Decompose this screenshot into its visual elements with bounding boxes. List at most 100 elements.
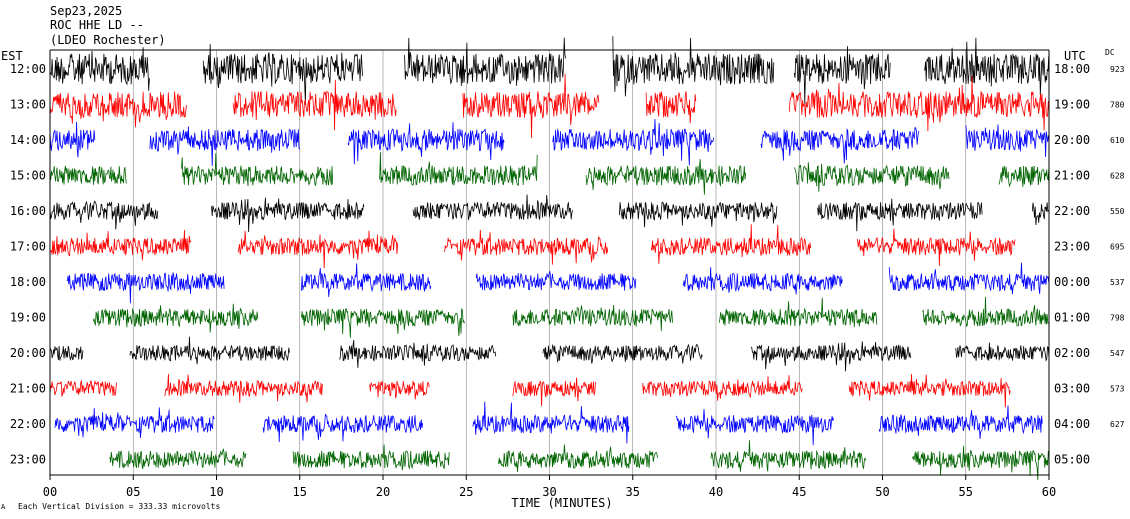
trace-row <box>49 224 1016 269</box>
trace-row <box>49 36 1050 105</box>
header-date: Sep23,2025 <box>50 4 123 18</box>
est-hour-label: 18:00 <box>10 275 46 289</box>
utc-hour-label: 20:00 <box>1054 133 1090 147</box>
trace-row <box>109 440 1050 480</box>
utc-hour-label: 02:00 <box>1054 346 1090 360</box>
footer-note: Each Vertical Division = 333.33 microvol… <box>18 502 221 511</box>
trace-segment <box>675 409 834 446</box>
trace-segment <box>922 296 1049 328</box>
trace-segment <box>710 440 867 472</box>
trace-segment <box>619 201 778 228</box>
trace-segment <box>49 121 96 158</box>
trace-segment <box>998 165 1050 188</box>
est-hour-label: 15:00 <box>10 169 46 183</box>
trace-segment <box>301 307 465 338</box>
trace-segment <box>202 44 364 105</box>
utc-hour-label: 03:00 <box>1054 382 1090 396</box>
trace-segment <box>149 126 301 167</box>
dc-value: 550 <box>1110 207 1125 216</box>
trace-segment <box>49 91 187 128</box>
trace-segment <box>369 380 430 400</box>
trace-row <box>49 373 1011 408</box>
trace-segment <box>848 373 1011 408</box>
trace-row <box>54 401 1043 446</box>
utc-hour-label: 19:00 <box>1054 98 1090 112</box>
trace-segment <box>237 230 399 269</box>
est-hour-label: 19:00 <box>10 311 46 325</box>
trace-segment <box>49 47 150 91</box>
left-axis-label: EST <box>1 49 23 63</box>
trace-segment <box>92 303 259 333</box>
dc-value: 695 <box>1110 243 1125 252</box>
trace-segment <box>292 444 450 471</box>
trace-segment <box>404 37 566 87</box>
trace-segment <box>497 444 658 472</box>
utc-hour-label: 04:00 <box>1054 417 1090 431</box>
trace-segment <box>49 345 84 362</box>
trace-segment <box>912 445 1050 480</box>
dc-value: 628 <box>1110 172 1125 181</box>
est-hour-label: 20:00 <box>10 346 46 360</box>
utc-hour-label: 18:00 <box>1054 62 1090 76</box>
x-tick-label: 25 <box>459 485 473 499</box>
right-axis-label: UTC <box>1064 49 1086 63</box>
x-tick-label: 10 <box>209 485 223 499</box>
trace-segment <box>512 377 596 407</box>
x-tick-label: 35 <box>626 485 640 499</box>
x-tick-label: 60 <box>1042 485 1056 499</box>
trace-segment <box>339 340 497 368</box>
trace-segment <box>788 75 1050 132</box>
utc-hour-label: 01:00 <box>1054 311 1090 325</box>
dc-value: 923 <box>1110 65 1125 74</box>
trace-segment <box>66 272 225 304</box>
trace-segment <box>923 37 1050 96</box>
est-hour-label: 17:00 <box>10 240 46 254</box>
footer-mark: А <box>1 503 6 511</box>
x-tick-label: 45 <box>792 485 806 499</box>
utc-hour-label: 23:00 <box>1054 240 1090 254</box>
x-tick-label: 00 <box>43 485 57 499</box>
trace-segment <box>793 46 891 104</box>
trace-segment <box>49 165 127 185</box>
dc-value: 627 <box>1110 420 1125 429</box>
dc-value: 798 <box>1110 314 1125 323</box>
x-tick-label: 40 <box>709 485 723 499</box>
x-axis-label: TIME (MINUTES) <box>511 496 612 510</box>
trace-row <box>66 262 1050 304</box>
dc-label: DC <box>1105 48 1115 57</box>
trace-segment <box>585 159 747 195</box>
trace-segment <box>181 153 334 187</box>
trace-segment <box>542 343 703 364</box>
trace-segment <box>412 194 573 221</box>
trace-segment <box>645 91 697 124</box>
est-hour-label: 12:00 <box>10 62 46 76</box>
trace-segment <box>750 341 911 372</box>
x-tick-label: 15 <box>293 485 307 499</box>
x-tick-label: 30 <box>542 485 556 499</box>
trace-segment <box>164 373 323 403</box>
trace-segment <box>109 448 247 469</box>
trace-segment <box>232 79 397 131</box>
trace-row <box>49 73 1050 139</box>
trace-segment <box>878 405 1043 439</box>
trace-segment <box>379 152 538 186</box>
trace-segment <box>817 198 983 232</box>
trace-segment <box>301 263 432 297</box>
trace-segment <box>462 73 600 139</box>
trace-row <box>49 119 1049 167</box>
trace-segment <box>552 119 715 166</box>
trace-row <box>49 194 1049 233</box>
utc-hour-label: 21:00 <box>1054 169 1090 183</box>
trace-segment <box>793 162 950 192</box>
est-hour-label: 23:00 <box>10 453 46 467</box>
trace-segment <box>857 228 1016 266</box>
dc-value: 573 <box>1110 385 1125 394</box>
trace-segment <box>49 229 192 261</box>
trace-segment <box>475 271 637 291</box>
trace-segment <box>612 36 775 97</box>
trace-row <box>49 152 1050 195</box>
trace-segment <box>965 124 1049 158</box>
dc-value: 610 <box>1110 136 1125 145</box>
trace-segment <box>444 229 609 265</box>
